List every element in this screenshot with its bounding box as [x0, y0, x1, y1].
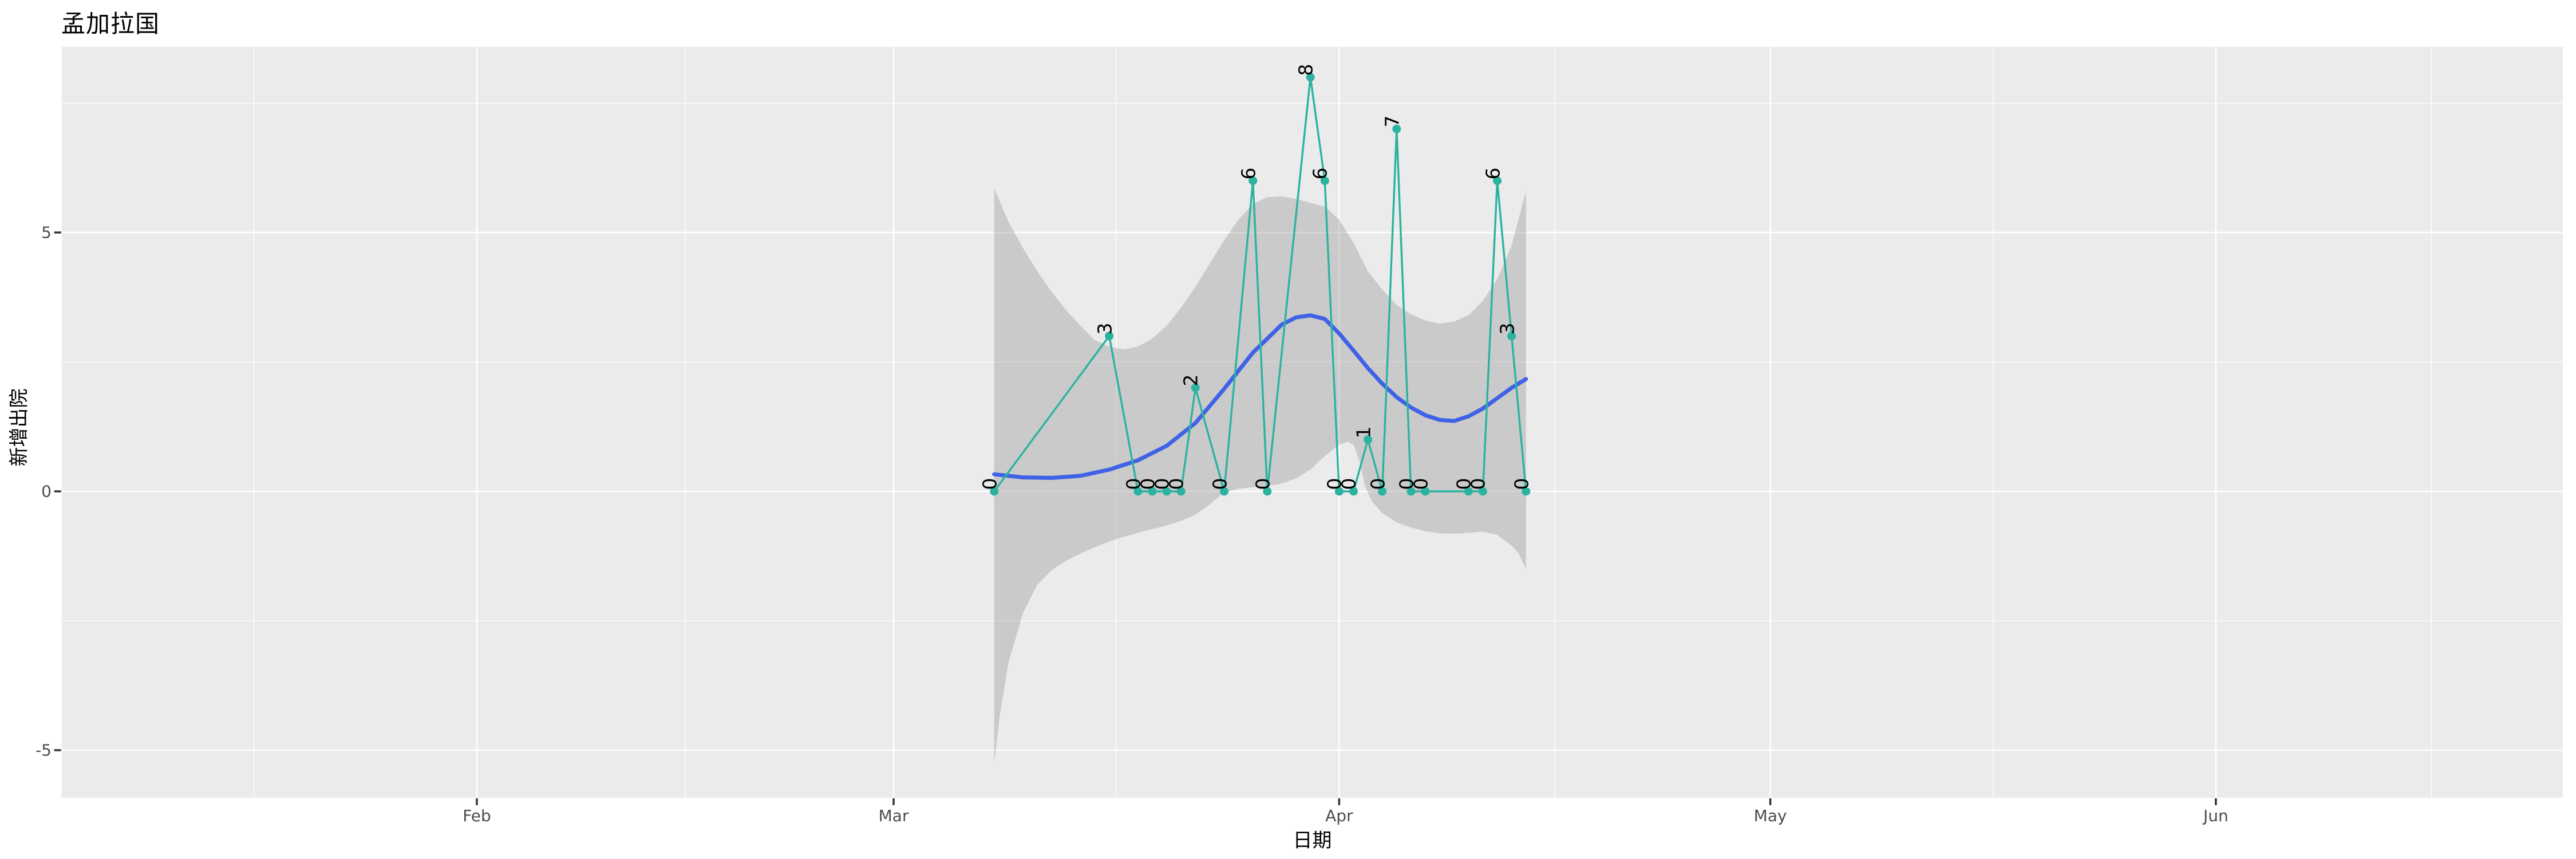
x-tick-label-may: May: [1753, 806, 1787, 825]
x-tick-label-feb: Feb: [463, 806, 491, 825]
point-label-2020-04-04: 0: [1366, 478, 1389, 490]
point-label-2020-03-31: 6: [1309, 167, 1332, 180]
smooth-line: [992, 313, 1528, 480]
chart-title: 孟加拉国: [61, 10, 160, 38]
x-tick-label-mar: Mar: [878, 806, 909, 825]
point-label-2020-03-22: 2: [1179, 374, 1202, 387]
data-point-2020-03-27: [1263, 487, 1272, 496]
data-point-2020-04-14: [1522, 487, 1531, 496]
point-label-2020-04-12: 6: [1481, 167, 1504, 180]
data-point-2020-03-20: [1162, 487, 1171, 496]
point-label-2020-04-03: 1: [1352, 426, 1375, 439]
data-point-2020-04-07: [1421, 487, 1430, 496]
point-label-2020-04-14: 0: [1510, 478, 1533, 490]
data-point-2020-03-22: [1191, 383, 1200, 392]
point-label-2020-03-24: 0: [1208, 478, 1231, 490]
data-point-2020-03-16: [1105, 332, 1114, 341]
point-label-2020-03-26: 6: [1237, 167, 1260, 180]
data-point-2020-03-30: [1306, 73, 1315, 82]
point-label-2020-04-13: 3: [1496, 322, 1519, 335]
point-label-2020-04-05: 7: [1381, 115, 1404, 128]
point-label-2020-04-07: 0: [1409, 478, 1432, 490]
point-label-2020-03-30: 8: [1294, 64, 1317, 76]
point-label-2020-03-27: 0: [1251, 478, 1274, 490]
data-point-2020-03-24: [1220, 487, 1229, 496]
y-tick-label-0: 0: [41, 482, 52, 501]
data-point-2020-04-10: [1464, 487, 1473, 496]
point-label-2020-03-16: 3: [1093, 322, 1116, 335]
data-point-2020-04-01: [1334, 487, 1344, 496]
y-tick-label-5: 5: [41, 223, 52, 242]
data-point-2020-03-08: [990, 487, 999, 496]
point-label-2020-03-08: 0: [978, 478, 1001, 490]
data-point-2020-03-26: [1249, 176, 1258, 186]
data-point-2020-03-21: [1176, 487, 1186, 496]
point-label-2020-04-11: 0: [1467, 478, 1490, 490]
x-axis-title: 日期: [1293, 829, 1332, 852]
data-point-2020-04-06: [1406, 487, 1416, 496]
plot-panel: [61, 46, 2563, 798]
data-point-2020-04-03: [1364, 435, 1373, 444]
data-point-2020-03-18: [1133, 487, 1143, 496]
x-tick-label-jun: Jun: [2203, 806, 2229, 825]
data-point-2020-04-13: [1507, 332, 1516, 341]
data-point-2020-04-05: [1392, 124, 1401, 133]
y-axis-title: 新增出院: [7, 388, 31, 467]
data-point-2020-04-12: [1493, 176, 1502, 186]
confidence-band: [994, 188, 1526, 763]
data-point-2020-04-04: [1378, 487, 1387, 496]
data-point-2020-03-19: [1148, 487, 1157, 496]
data-point-2020-03-31: [1320, 176, 1329, 186]
y-tick-label--5: -5: [35, 740, 52, 760]
point-label-2020-03-21: 0: [1165, 478, 1188, 490]
point-label-2020-04-02: 0: [1337, 478, 1360, 490]
data-point-2020-04-02: [1349, 487, 1358, 496]
data-point-2020-04-11: [1478, 487, 1487, 496]
x-tick-label-apr: Apr: [1325, 806, 1353, 825]
